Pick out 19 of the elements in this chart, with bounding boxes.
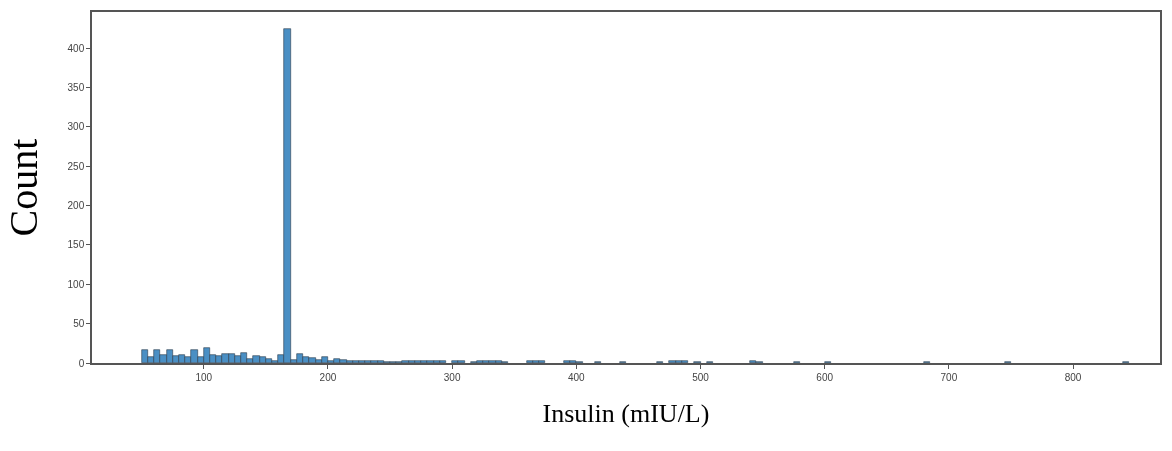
y-tick-label: 150 <box>67 239 85 251</box>
y-tick-label: 50 <box>73 318 85 330</box>
x-tick-label: 500 <box>692 371 710 383</box>
x-tick-label: 800 <box>1064 371 1082 383</box>
x-tick-label: 300 <box>443 371 461 383</box>
y-tick-label: 400 <box>67 42 85 54</box>
y-tick-label: 200 <box>67 200 85 212</box>
x-tick-label: 200 <box>319 371 337 383</box>
y-tick-label: 300 <box>67 121 85 133</box>
y-tick-label: 0 <box>78 357 85 369</box>
x-tick-label: 600 <box>816 371 834 383</box>
x-tick-label: 400 <box>567 371 586 383</box>
y-tick-label: 350 <box>67 82 85 94</box>
y-tick-label: 250 <box>67 160 85 172</box>
y-tick-label: 100 <box>67 278 85 290</box>
x-tick-label: 700 <box>940 371 958 383</box>
y-axis-title: Count <box>0 138 46 237</box>
x-axis-title: Insulin (mIU/L) <box>542 398 710 428</box>
x-tick-label: 100 <box>195 371 213 383</box>
